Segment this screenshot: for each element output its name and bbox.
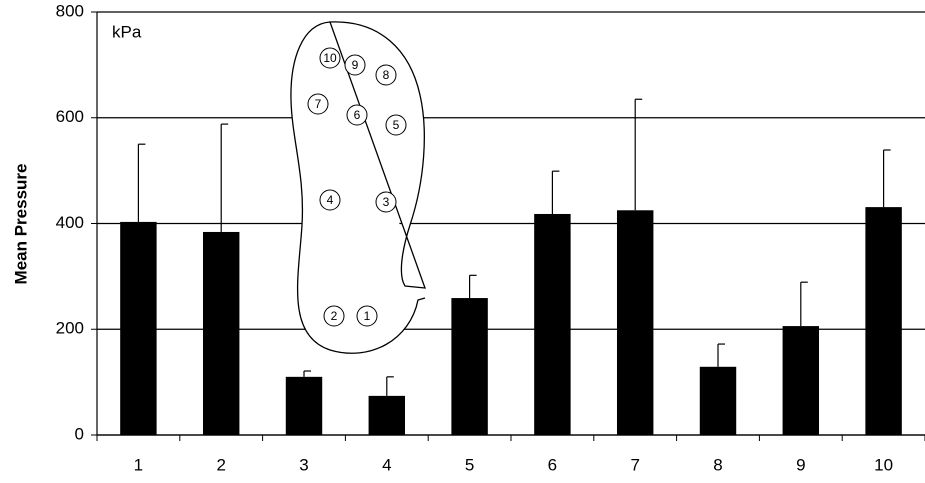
foot-gap <box>419 289 429 297</box>
sensor-label: 4 <box>327 193 334 207</box>
sensor-label: 10 <box>323 51 337 65</box>
bar <box>203 232 239 435</box>
foot-diagram: kPa 1 2 3 4 5 6 7 8 9 10 <box>112 22 429 353</box>
bar <box>369 396 405 435</box>
y-axis-title: Mean Pressure <box>11 164 30 285</box>
x-tick-label: 10 <box>874 455 893 474</box>
sensor-label: 7 <box>315 97 322 111</box>
x-tick-label: 6 <box>548 455 557 474</box>
bar <box>120 222 156 435</box>
bar <box>700 367 736 435</box>
x-tick-label: 9 <box>796 455 805 474</box>
sensor-label: 8 <box>383 68 390 82</box>
sensor-label: 5 <box>393 118 400 132</box>
sensor-label: 2 <box>331 309 338 323</box>
sensor-label: 1 <box>364 309 371 323</box>
sensor-label: 3 <box>383 195 390 209</box>
x-tick-label: 1 <box>134 455 143 474</box>
annotation: kPa <box>112 22 142 41</box>
plot: 1 2 3 4 5 6 7 8 9 10 <box>97 99 925 474</box>
x-tick-label: 8 <box>713 455 722 474</box>
x-tick-label: 7 <box>630 455 639 474</box>
y-tick-label: 200 <box>56 319 84 338</box>
bar <box>534 214 570 435</box>
bar <box>451 298 487 435</box>
bar <box>286 377 322 435</box>
sensor-label: 6 <box>354 108 361 122</box>
bar <box>865 207 901 435</box>
x-tick-label: 4 <box>382 455 391 474</box>
x-tick-label: 2 <box>216 455 225 474</box>
x-tick-label: 3 <box>299 455 308 474</box>
x-tick-label: 5 <box>465 455 474 474</box>
sensor-label: 9 <box>352 58 359 72</box>
chart: Mean Pressure 0 200 400 600 800 kPa 1 2 3 4 5 6 7 8 9… <box>0 0 925 483</box>
y-tick-label: 0 <box>75 424 84 443</box>
bar <box>783 326 819 435</box>
bar <box>617 210 653 435</box>
y-tick-label: 800 <box>56 1 84 20</box>
y-tick-label: 600 <box>56 107 84 126</box>
y-tick-label: 400 <box>56 213 84 232</box>
